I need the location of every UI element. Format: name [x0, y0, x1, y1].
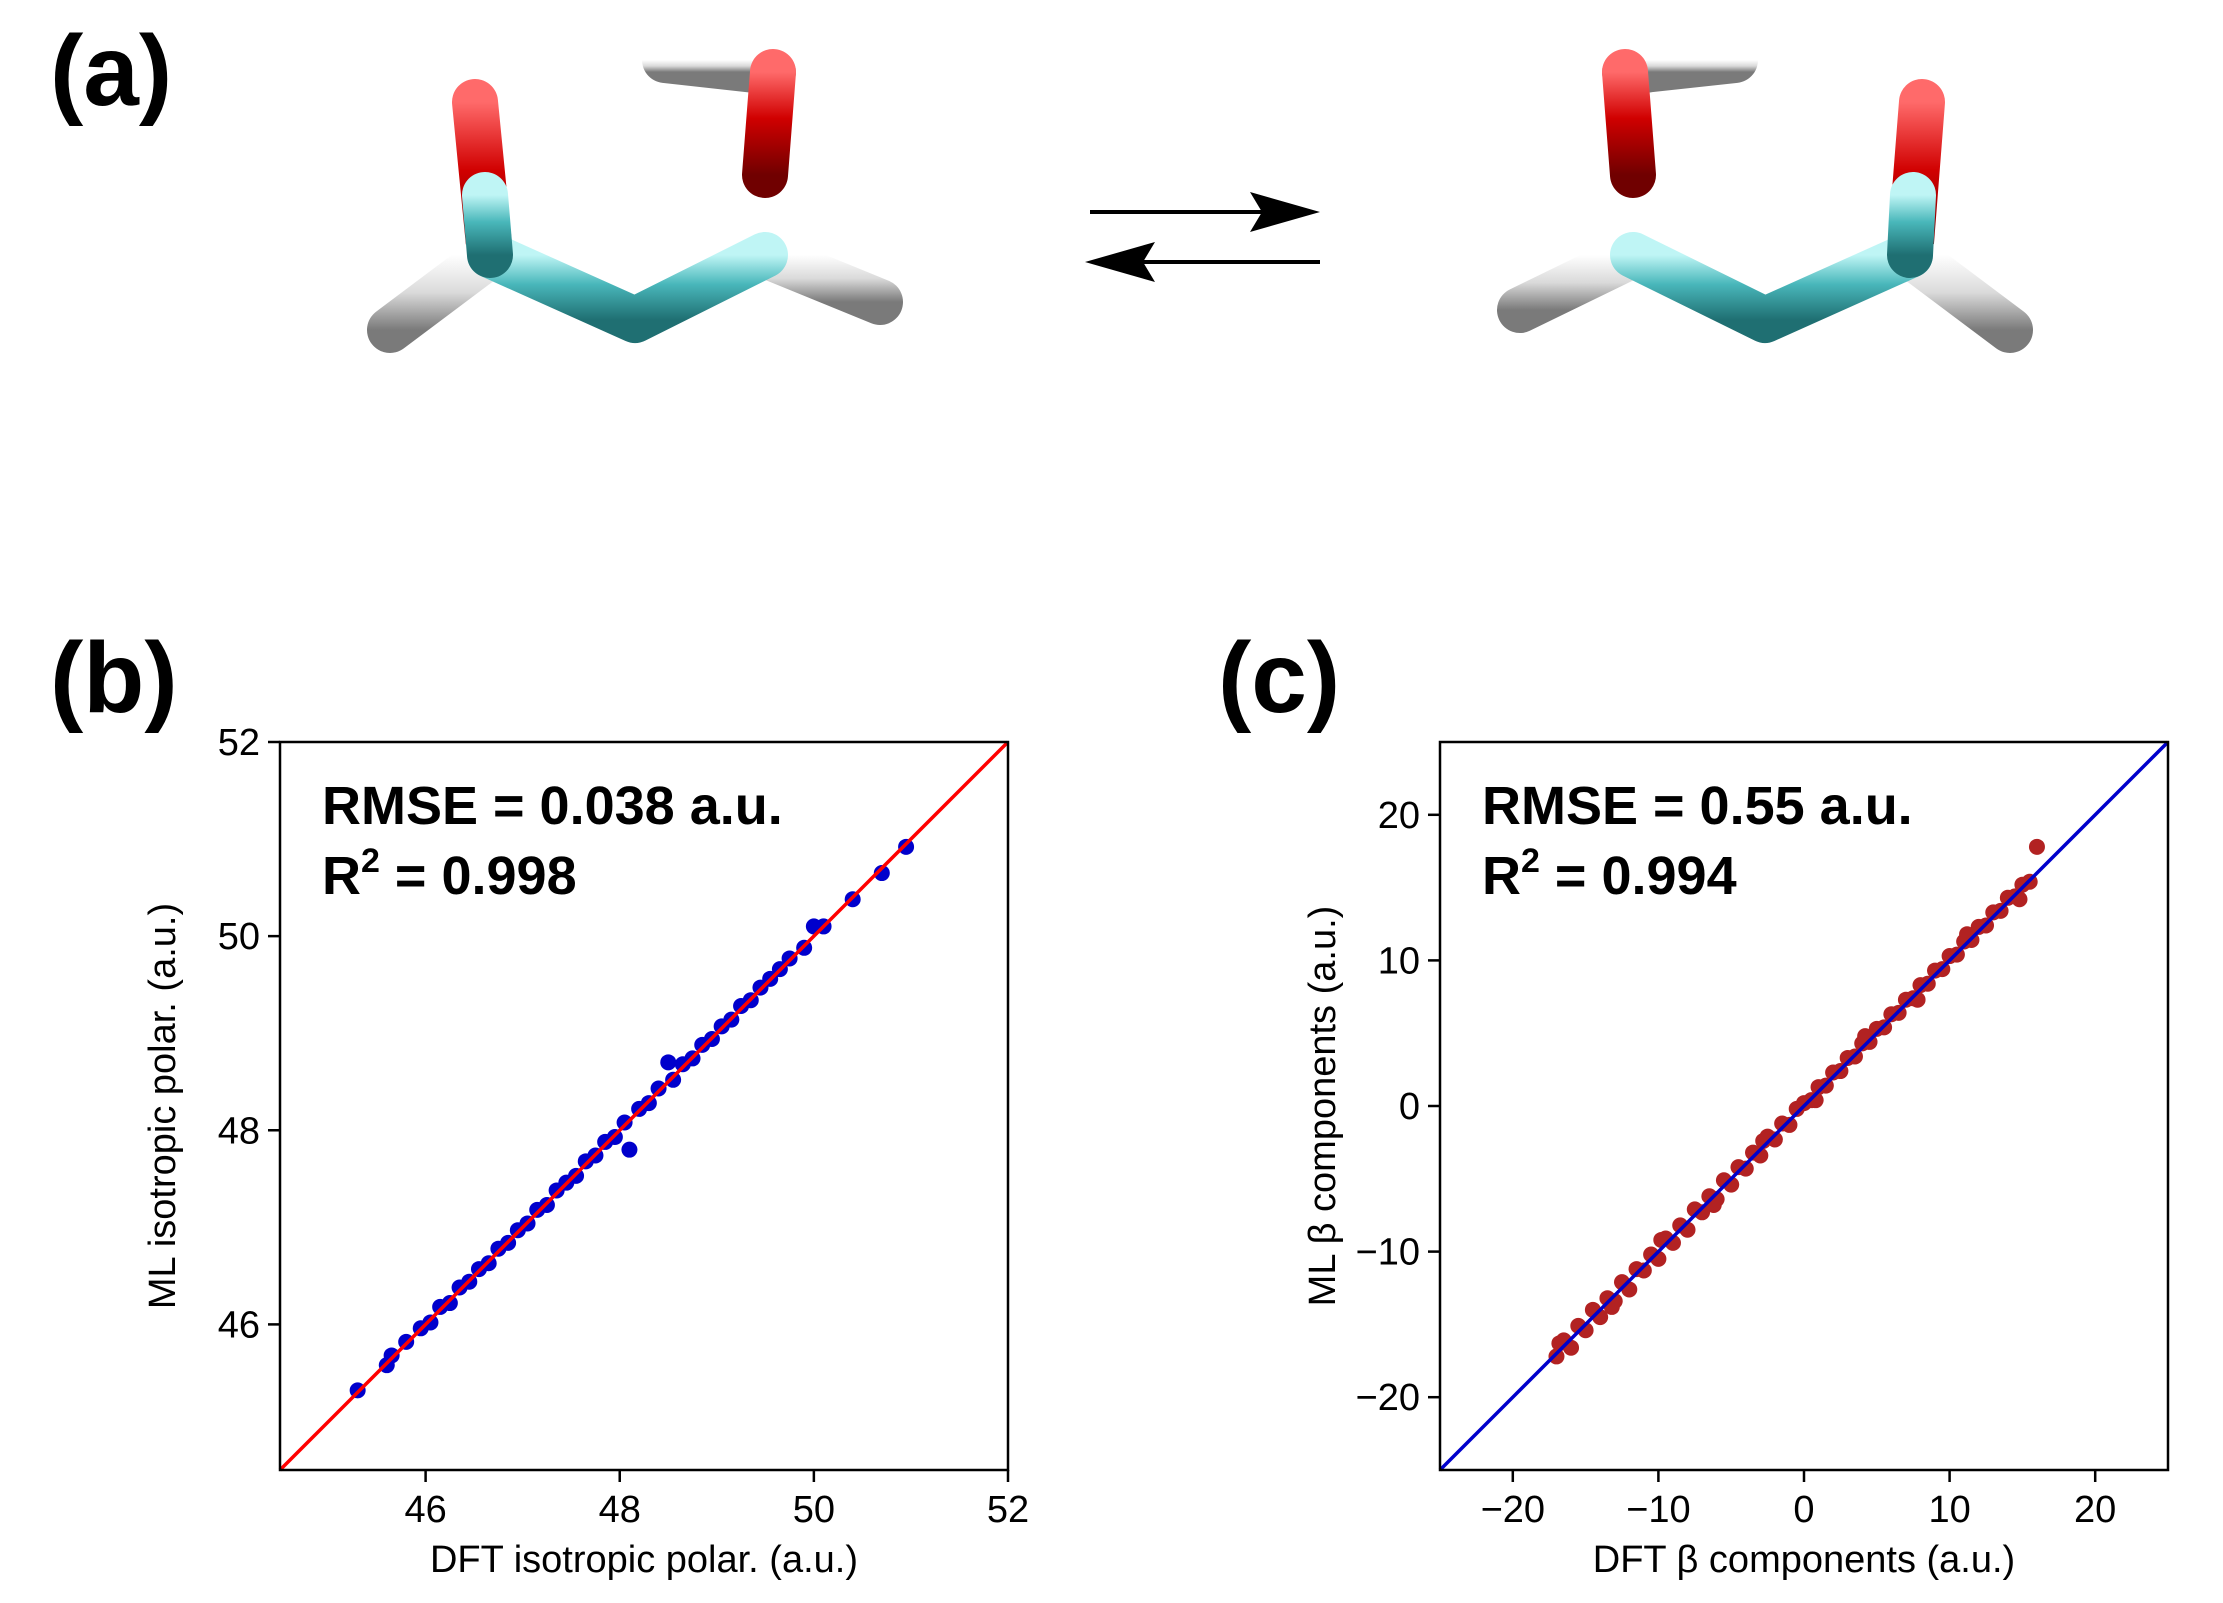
- y-tick-label-b: 46: [218, 1304, 260, 1346]
- y-tick-label-c: −20: [1356, 1377, 1420, 1419]
- equilibrium-arrows-icon: [1085, 192, 1320, 282]
- parity-line-c: [1438, 740, 2170, 1472]
- x-tick-label-b: 46: [404, 1489, 446, 1531]
- scatter-plot-b: 46 48 50 52 46 48 50 52 DFT isotropic polar. (…: [142, 722, 1029, 1581]
- data-point-b: [665, 1071, 682, 1088]
- y-tick-label-c: 20: [1378, 795, 1420, 837]
- bond-right-c-o-base: [1887, 172, 1936, 278]
- x-tick-label-b: 48: [599, 1489, 641, 1531]
- y-axis-ticks-b: 46 48 50 52: [218, 722, 280, 1346]
- x-axis-label-b: DFT isotropic polar. (a.u.): [430, 1539, 858, 1581]
- r2-annotation-b: R2 = 0.998: [322, 842, 577, 906]
- data-point-c: [1737, 1160, 1754, 1177]
- x-axis-ticks-b: 46 48 50 52: [404, 1470, 1029, 1531]
- molecule-left: [367, 37, 903, 483]
- y-axis-label-c: ML β components (a.u.): [1302, 906, 1344, 1307]
- bond-right-oh-o: [1602, 49, 1656, 198]
- panel-label-b: (b): [50, 622, 178, 734]
- data-point-c: [1548, 1348, 1565, 1365]
- panel-label-c: (c): [1218, 622, 1340, 734]
- x-tick-label-c: −10: [1626, 1489, 1690, 1531]
- x-tick-label-b: 52: [987, 1489, 1029, 1531]
- data-point-c: [2028, 838, 2045, 855]
- x-tick-label-c: 0: [1793, 1489, 1814, 1531]
- data-point-b: [621, 1141, 638, 1158]
- data-point-b: [616, 1114, 633, 1131]
- y-tick-label-c: 0: [1399, 1086, 1420, 1128]
- parity-line-b: [278, 740, 1010, 1472]
- points-c: [1548, 838, 2045, 1365]
- x-tick-label-c: 20: [2074, 1489, 2116, 1531]
- molecule-right: [1497, 37, 2033, 483]
- x-tick-label-c: −20: [1481, 1489, 1545, 1531]
- data-point-b: [873, 865, 890, 882]
- x-tick-label-c: 10: [1928, 1489, 1970, 1531]
- bond-left-oh-o: [742, 49, 796, 198]
- data-point-b: [383, 1347, 400, 1364]
- data-point-b: [898, 838, 915, 855]
- panel-label-a: (a): [50, 15, 172, 127]
- data-point-c: [1694, 1204, 1711, 1221]
- y-tick-label-c: −10: [1356, 1232, 1420, 1274]
- rmse-annotation-c: RMSE = 0.55 a.u.: [1482, 776, 1913, 836]
- y-axis-label-b: ML isotropic polar. (a.u.): [142, 903, 184, 1309]
- y-tick-label-b: 50: [218, 916, 260, 958]
- malonaldehyde-tautomer-scheme: [367, 37, 2033, 483]
- x-axis-label-c: DFT β components (a.u.): [1593, 1539, 2015, 1581]
- bond-left-c-o-base: [462, 172, 513, 278]
- x-tick-label-b: 50: [793, 1489, 835, 1531]
- data-point-b: [441, 1295, 458, 1312]
- y-tick-label-b: 48: [218, 1110, 260, 1152]
- y-tick-label-c: 10: [1378, 940, 1420, 982]
- y-tick-label-b: 52: [218, 722, 260, 764]
- r2-annotation-c: R2 = 0.994: [1482, 842, 1737, 906]
- plot-frame-b: [278, 740, 1010, 1472]
- data-point-c: [1766, 1131, 1783, 1148]
- rmse-annotation-b: RMSE = 0.038 a.u.: [322, 776, 783, 836]
- y-axis-ticks-c: −20 −10 0 10 20: [1356, 795, 1440, 1419]
- data-point-b: [422, 1314, 439, 1331]
- data-point-c: [1635, 1262, 1652, 1279]
- scatter-plot-c: −20 −10 0 10 20 −20 −10 0 10 20 DFT β components…: [1302, 740, 2170, 1581]
- data-point-b: [660, 1054, 677, 1071]
- data-point-b: [650, 1080, 667, 1097]
- data-point-c: [1781, 1116, 1798, 1133]
- x-axis-ticks-c: −20 −10 0 10 20: [1481, 1470, 2116, 1531]
